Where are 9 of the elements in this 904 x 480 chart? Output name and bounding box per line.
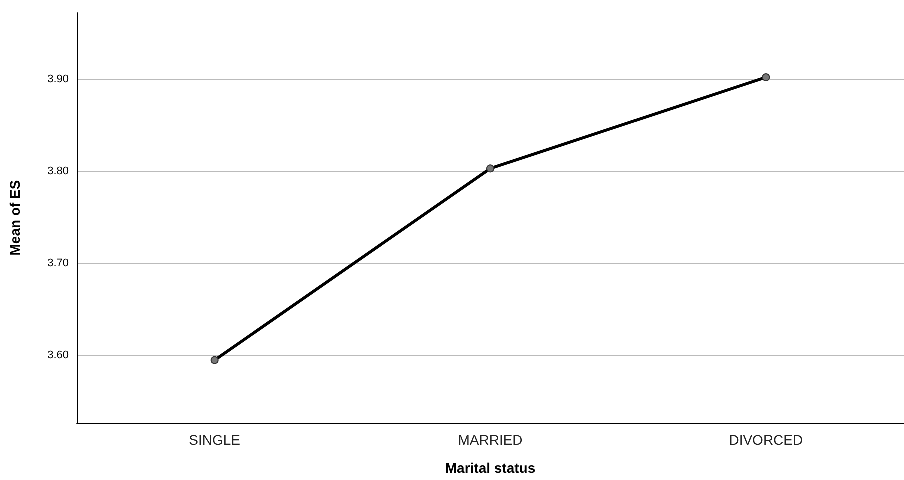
y-tick-label: 3.90 (48, 73, 69, 86)
y-tick-label: 3.70 (48, 258, 69, 270)
y-axis-title: Mean of ES (7, 180, 23, 256)
x-tick-label: SINGLE (189, 432, 241, 448)
x-tick-label: MARRIED (458, 432, 523, 448)
x-tick-label: DIVORCED (729, 432, 804, 448)
y-tick-label: 3.80 (48, 165, 69, 178)
y-tick-label: 3.60 (48, 350, 69, 362)
x-axis-title: Marital status (445, 460, 536, 476)
